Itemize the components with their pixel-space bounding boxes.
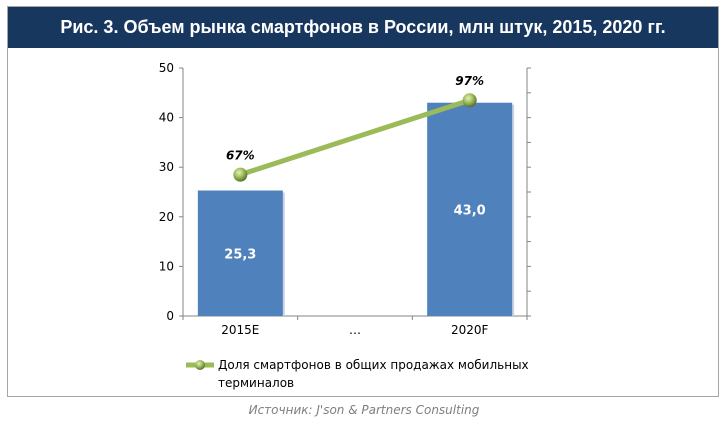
line-point-label: 97% bbox=[455, 74, 484, 88]
y-tick-label: 40 bbox=[159, 111, 174, 125]
line-point-label: 67% bbox=[226, 149, 255, 163]
legend-label: терминалов bbox=[218, 376, 294, 390]
y-tick-label: 20 bbox=[159, 210, 174, 224]
y-tick-label: 30 bbox=[159, 160, 174, 174]
bar bbox=[427, 102, 513, 316]
legend-marker-icon bbox=[195, 360, 205, 370]
chart-title: Рис. 3. Объем рынка смартфонов в России,… bbox=[8, 7, 718, 48]
y-tick-label: 0 bbox=[166, 309, 174, 323]
chart-frame: Рис. 3. Объем рынка смартфонов в России,… bbox=[7, 6, 719, 397]
x-tick-label: 2020F bbox=[451, 323, 489, 337]
bar-label: 25,3 bbox=[224, 247, 256, 262]
line-series bbox=[239, 97, 471, 178]
line-point bbox=[233, 167, 248, 182]
x-tick-label: … bbox=[349, 323, 361, 337]
legend-label: Доля смартфонов в общих продажах мобильн… bbox=[218, 358, 529, 372]
bar bbox=[197, 190, 283, 316]
x-tick-label: 2015E bbox=[221, 323, 259, 337]
bar-label: 43,0 bbox=[454, 203, 486, 218]
line-point bbox=[462, 93, 477, 108]
y-tick-label: 50 bbox=[159, 61, 174, 75]
y-tick-label: 10 bbox=[159, 259, 174, 273]
source-note: Источник: J'son & Partners Consulting bbox=[248, 403, 480, 417]
